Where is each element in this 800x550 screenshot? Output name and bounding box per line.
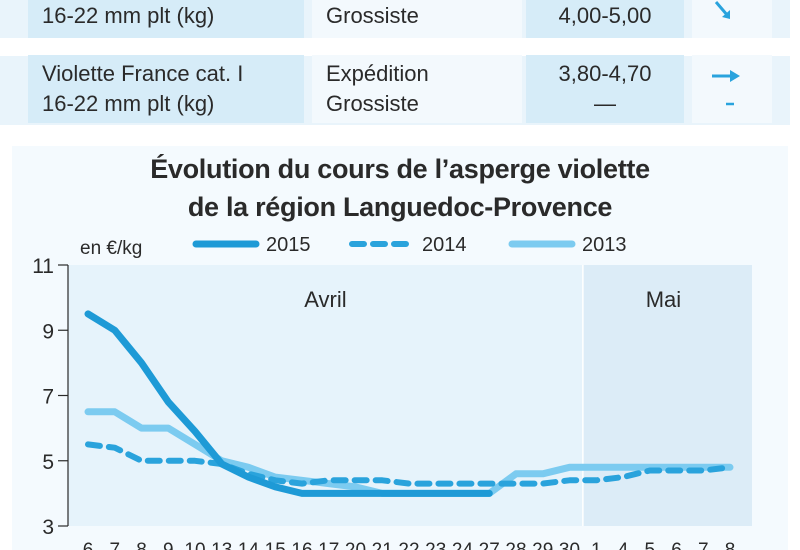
stage-line: Grossiste	[326, 91, 419, 116]
price-cell: 3,80-4,70 —	[526, 55, 684, 123]
period-label: Mai	[646, 287, 681, 312]
x-tick-label: 6	[83, 540, 94, 550]
x-tick-label: 24	[452, 540, 474, 550]
x-tick-label: 14	[238, 540, 260, 550]
may-band	[582, 265, 752, 526]
x-tick-label: 8	[136, 540, 147, 550]
x-tick-label: 13	[211, 540, 232, 550]
table-row: 16-22 mm plt (kg) Grossiste 4,00-5,00	[0, 0, 790, 40]
x-tick-label: 29	[532, 540, 553, 550]
x-tick-label: 1	[591, 540, 602, 550]
legend-label: 2013	[582, 234, 627, 256]
stage-cell: Expédition Grossiste	[312, 55, 522, 123]
right-arrow-icon	[712, 70, 740, 106]
x-tick-label: 21	[372, 540, 393, 550]
x-tick-label: 7	[698, 540, 709, 550]
price-line: 4,00-5,00	[558, 3, 652, 28]
x-tick-label: 22	[398, 540, 419, 550]
x-tick-label: 23	[425, 540, 446, 550]
legend-label: 2015	[266, 234, 311, 256]
x-tick-label: 4	[618, 540, 629, 550]
y-tick-label: 9	[42, 320, 54, 343]
x-tick-label: 30	[559, 540, 580, 550]
price-cell: 4,00-5,00	[526, 0, 684, 40]
x-tick-label: 20	[345, 540, 366, 550]
x-tick-label: 10	[184, 540, 205, 550]
series-line-2015	[84, 310, 493, 497]
y-tick-label: 5	[42, 451, 54, 474]
y-tick-label: 3	[42, 516, 54, 539]
y-axis-label: en €/kg	[80, 238, 142, 259]
y-tick-label: 11	[32, 255, 54, 278]
y-tick-label: 7	[42, 386, 54, 409]
price-line: —	[594, 91, 616, 116]
price-table: 16-22 mm plt (kg) Grossiste 4,00-5,00 Vi…	[0, 0, 790, 125]
chart-title-line-2: de la région Languedoc-Provence	[187, 192, 613, 222]
x-tick-label: 8	[725, 540, 736, 550]
chart-title-line-1: Évolution du cours de l’asperge violette	[150, 154, 650, 184]
trend-cell	[692, 55, 772, 123]
x-tick-label: 15	[265, 540, 286, 550]
x-tick-label: 17	[318, 540, 339, 550]
x-tick-label: 9	[163, 540, 174, 550]
product-line: 16-22 mm plt (kg)	[42, 91, 215, 116]
x-tick-label: 28	[505, 540, 526, 550]
period-label: Avril	[304, 287, 346, 312]
down-right-arrow-icon	[714, 1, 730, 19]
x-tick-label: 7	[109, 540, 120, 550]
stage-cell: Grossiste	[312, 0, 522, 40]
price-line: 3,80-4,70	[558, 61, 652, 86]
stage-line: Grossiste	[326, 3, 419, 28]
x-tick-label: 5	[644, 540, 655, 550]
x-tick-label: 6	[671, 540, 682, 550]
x-tick-label: 16	[291, 540, 312, 550]
product-line: Violette France cat. I	[42, 61, 244, 86]
legend-label: 2014	[422, 234, 467, 256]
x-tick-label: 27	[479, 540, 500, 550]
trend-cell	[692, 0, 772, 40]
product-cell: 16-22 mm plt (kg)	[28, 0, 304, 40]
product-line: 16-22 mm plt (kg)	[42, 3, 215, 28]
table-row: Violette France cat. I 16-22 mm plt (kg)…	[0, 55, 790, 123]
series-line-2014	[85, 441, 733, 487]
stage-line: Expédition	[326, 61, 429, 86]
product-cell: Violette France cat. I 16-22 mm plt (kg)	[28, 55, 304, 123]
